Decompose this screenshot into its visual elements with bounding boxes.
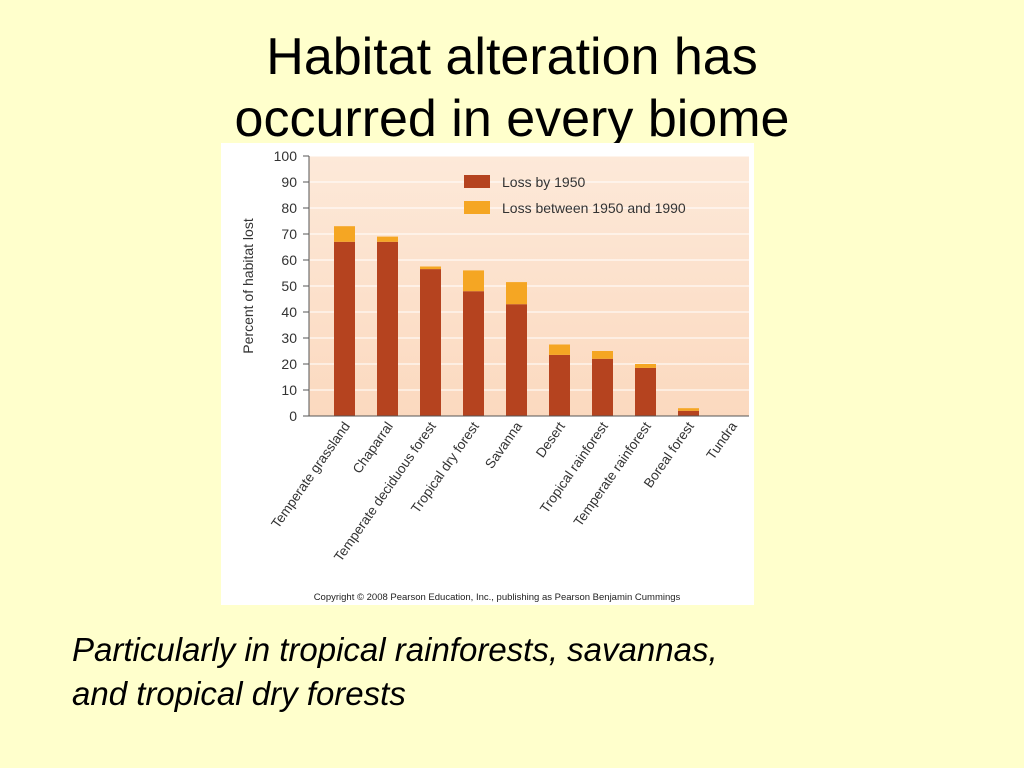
bar-tropical-rainforest-loss-by-1950 <box>592 358 613 416</box>
x-tick-label-temperate-rainforest: Temperate rainforest <box>571 419 654 529</box>
bar-tropical-dry-forest-loss-by-1950 <box>463 291 484 416</box>
copyright-notice: Copyright © 2008 Pearson Education, Inc.… <box>314 592 681 603</box>
y-tick-label: 0 <box>289 408 297 424</box>
caption-line-1: Particularly in tropical rainforests, sa… <box>72 631 718 668</box>
bar-tropical-rainforest-loss-1950-1990 <box>592 351 613 359</box>
legend-label-loss-1950-1990: Loss between 1950 and 1990 <box>502 200 686 216</box>
x-tick-label-chaparral: Chaparral <box>350 419 396 476</box>
slide-title: Habitat alteration has occurred in every… <box>0 26 1024 150</box>
bar-tropical-dry-forest-loss-1950-1990 <box>463 270 484 292</box>
y-tick-label: 100 <box>274 148 298 164</box>
bar-chart: 0 10 20 30 40 50 60 70 80 90 100 Temperate grassla… <box>240 148 749 603</box>
legend-swatch-loss-1950-1990 <box>464 201 490 214</box>
caption-line-2: and tropical dry forests <box>72 675 406 712</box>
slide-title-line-1: Habitat alteration has <box>266 28 758 86</box>
legend: Loss by 1950 Loss between 1950 and 1990 <box>464 174 686 216</box>
y-tick-label: 70 <box>281 226 297 242</box>
bars <box>334 226 699 416</box>
bar-temperate-deciduous-forest-loss-1950-1990 <box>420 266 441 270</box>
legend-label-loss-by-1950: Loss by 1950 <box>502 174 585 190</box>
x-tick-label-tundra: Tundra <box>703 419 740 463</box>
bar-boreal-forest-loss-1950-1990 <box>678 408 699 411</box>
y-axis-label: Percent of habitat lost <box>240 218 256 354</box>
bar-chaparral-loss-1950-1990 <box>377 236 398 242</box>
bar-savanna-loss-by-1950 <box>506 304 527 416</box>
y-tick-label: 10 <box>281 382 297 398</box>
bar-boreal-forest-loss-by-1950 <box>678 410 699 416</box>
slide-title-line-2: occurred in every biome <box>234 90 790 148</box>
legend-swatch-loss-by-1950 <box>464 175 490 188</box>
x-tick-label-desert: Desert <box>533 419 568 460</box>
axes <box>303 155 749 417</box>
y-tick-label: 40 <box>281 304 297 320</box>
bar-temperate-grassland-loss-1950-1990 <box>334 226 355 242</box>
slide-caption: Particularly in tropical rainforests, sa… <box>72 628 932 716</box>
bar-desert-loss-1950-1990 <box>549 344 570 355</box>
y-tick-label: 50 <box>281 278 297 294</box>
bar-temperate-grassland-loss-by-1950 <box>334 241 355 416</box>
x-tick-label-savanna: Savanna <box>482 419 525 472</box>
y-tick-label: 80 <box>281 200 297 216</box>
y-tick-labels: 0 10 20 30 40 50 60 70 80 90 100 <box>274 148 298 424</box>
y-tick-label: 30 <box>281 330 297 346</box>
bar-temperate-deciduous-forest-loss-by-1950 <box>420 269 441 416</box>
bar-chaparral-loss-by-1950 <box>377 241 398 416</box>
bar-temperate-rainforest-loss-by-1950 <box>635 367 656 416</box>
bar-savanna-loss-1950-1990 <box>506 282 527 305</box>
y-tick-label: 60 <box>281 252 297 268</box>
bar-temperate-rainforest-loss-1950-1990 <box>635 364 656 368</box>
bar-desert-loss-by-1950 <box>549 354 570 416</box>
y-tick-label: 90 <box>281 174 297 190</box>
chart-figure: 0 10 20 30 40 50 60 70 80 90 100 Temperate grassla… <box>221 143 754 605</box>
x-tick-label-temperate-grassland: Temperate grassland <box>268 419 353 531</box>
y-tick-label: 20 <box>281 356 297 372</box>
